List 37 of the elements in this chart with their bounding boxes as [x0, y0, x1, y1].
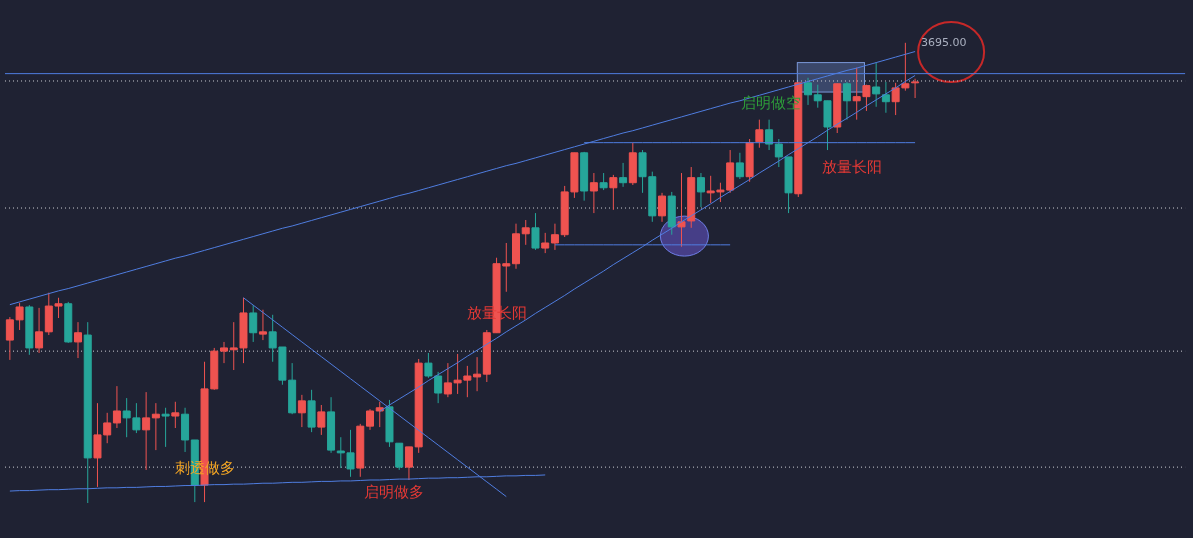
candlestick — [872, 62, 881, 108]
candlestick — [151, 402, 160, 451]
candlestick — [112, 385, 121, 429]
candlestick — [395, 442, 404, 471]
candlestick — [142, 391, 151, 471]
candlestick — [765, 119, 774, 151]
candlestick — [220, 341, 229, 364]
candlestick — [550, 223, 559, 251]
candlestick — [404, 446, 413, 481]
text: 3695.00 — [920, 35, 967, 49]
candlestick — [609, 174, 618, 211]
candlestick — [842, 81, 851, 121]
candlestick — [804, 77, 813, 106]
candlestick — [531, 212, 540, 251]
candlestick — [317, 404, 326, 436]
candlestick — [473, 356, 482, 392]
annotation: 放量长阳 — [821, 158, 882, 177]
candlestick — [696, 172, 705, 208]
candlestick — [366, 408, 375, 431]
candlestick — [541, 232, 550, 254]
candlestick — [521, 219, 530, 246]
candlestick — [35, 307, 44, 354]
candlestick — [755, 119, 764, 149]
candlestick — [881, 81, 890, 114]
candlestick — [619, 162, 628, 188]
candlestick — [161, 407, 170, 448]
candlestick — [658, 192, 667, 223]
candlestick — [297, 394, 306, 428]
candlestick — [589, 172, 598, 214]
candlestick — [735, 152, 744, 180]
candlestick — [375, 401, 384, 428]
candlestick — [74, 321, 82, 359]
candlestick — [258, 309, 267, 341]
candlestick — [249, 304, 258, 343]
candlestick — [911, 78, 920, 99]
annotation: 启明做多 — [364, 482, 425, 501]
candlestick — [171, 401, 180, 429]
